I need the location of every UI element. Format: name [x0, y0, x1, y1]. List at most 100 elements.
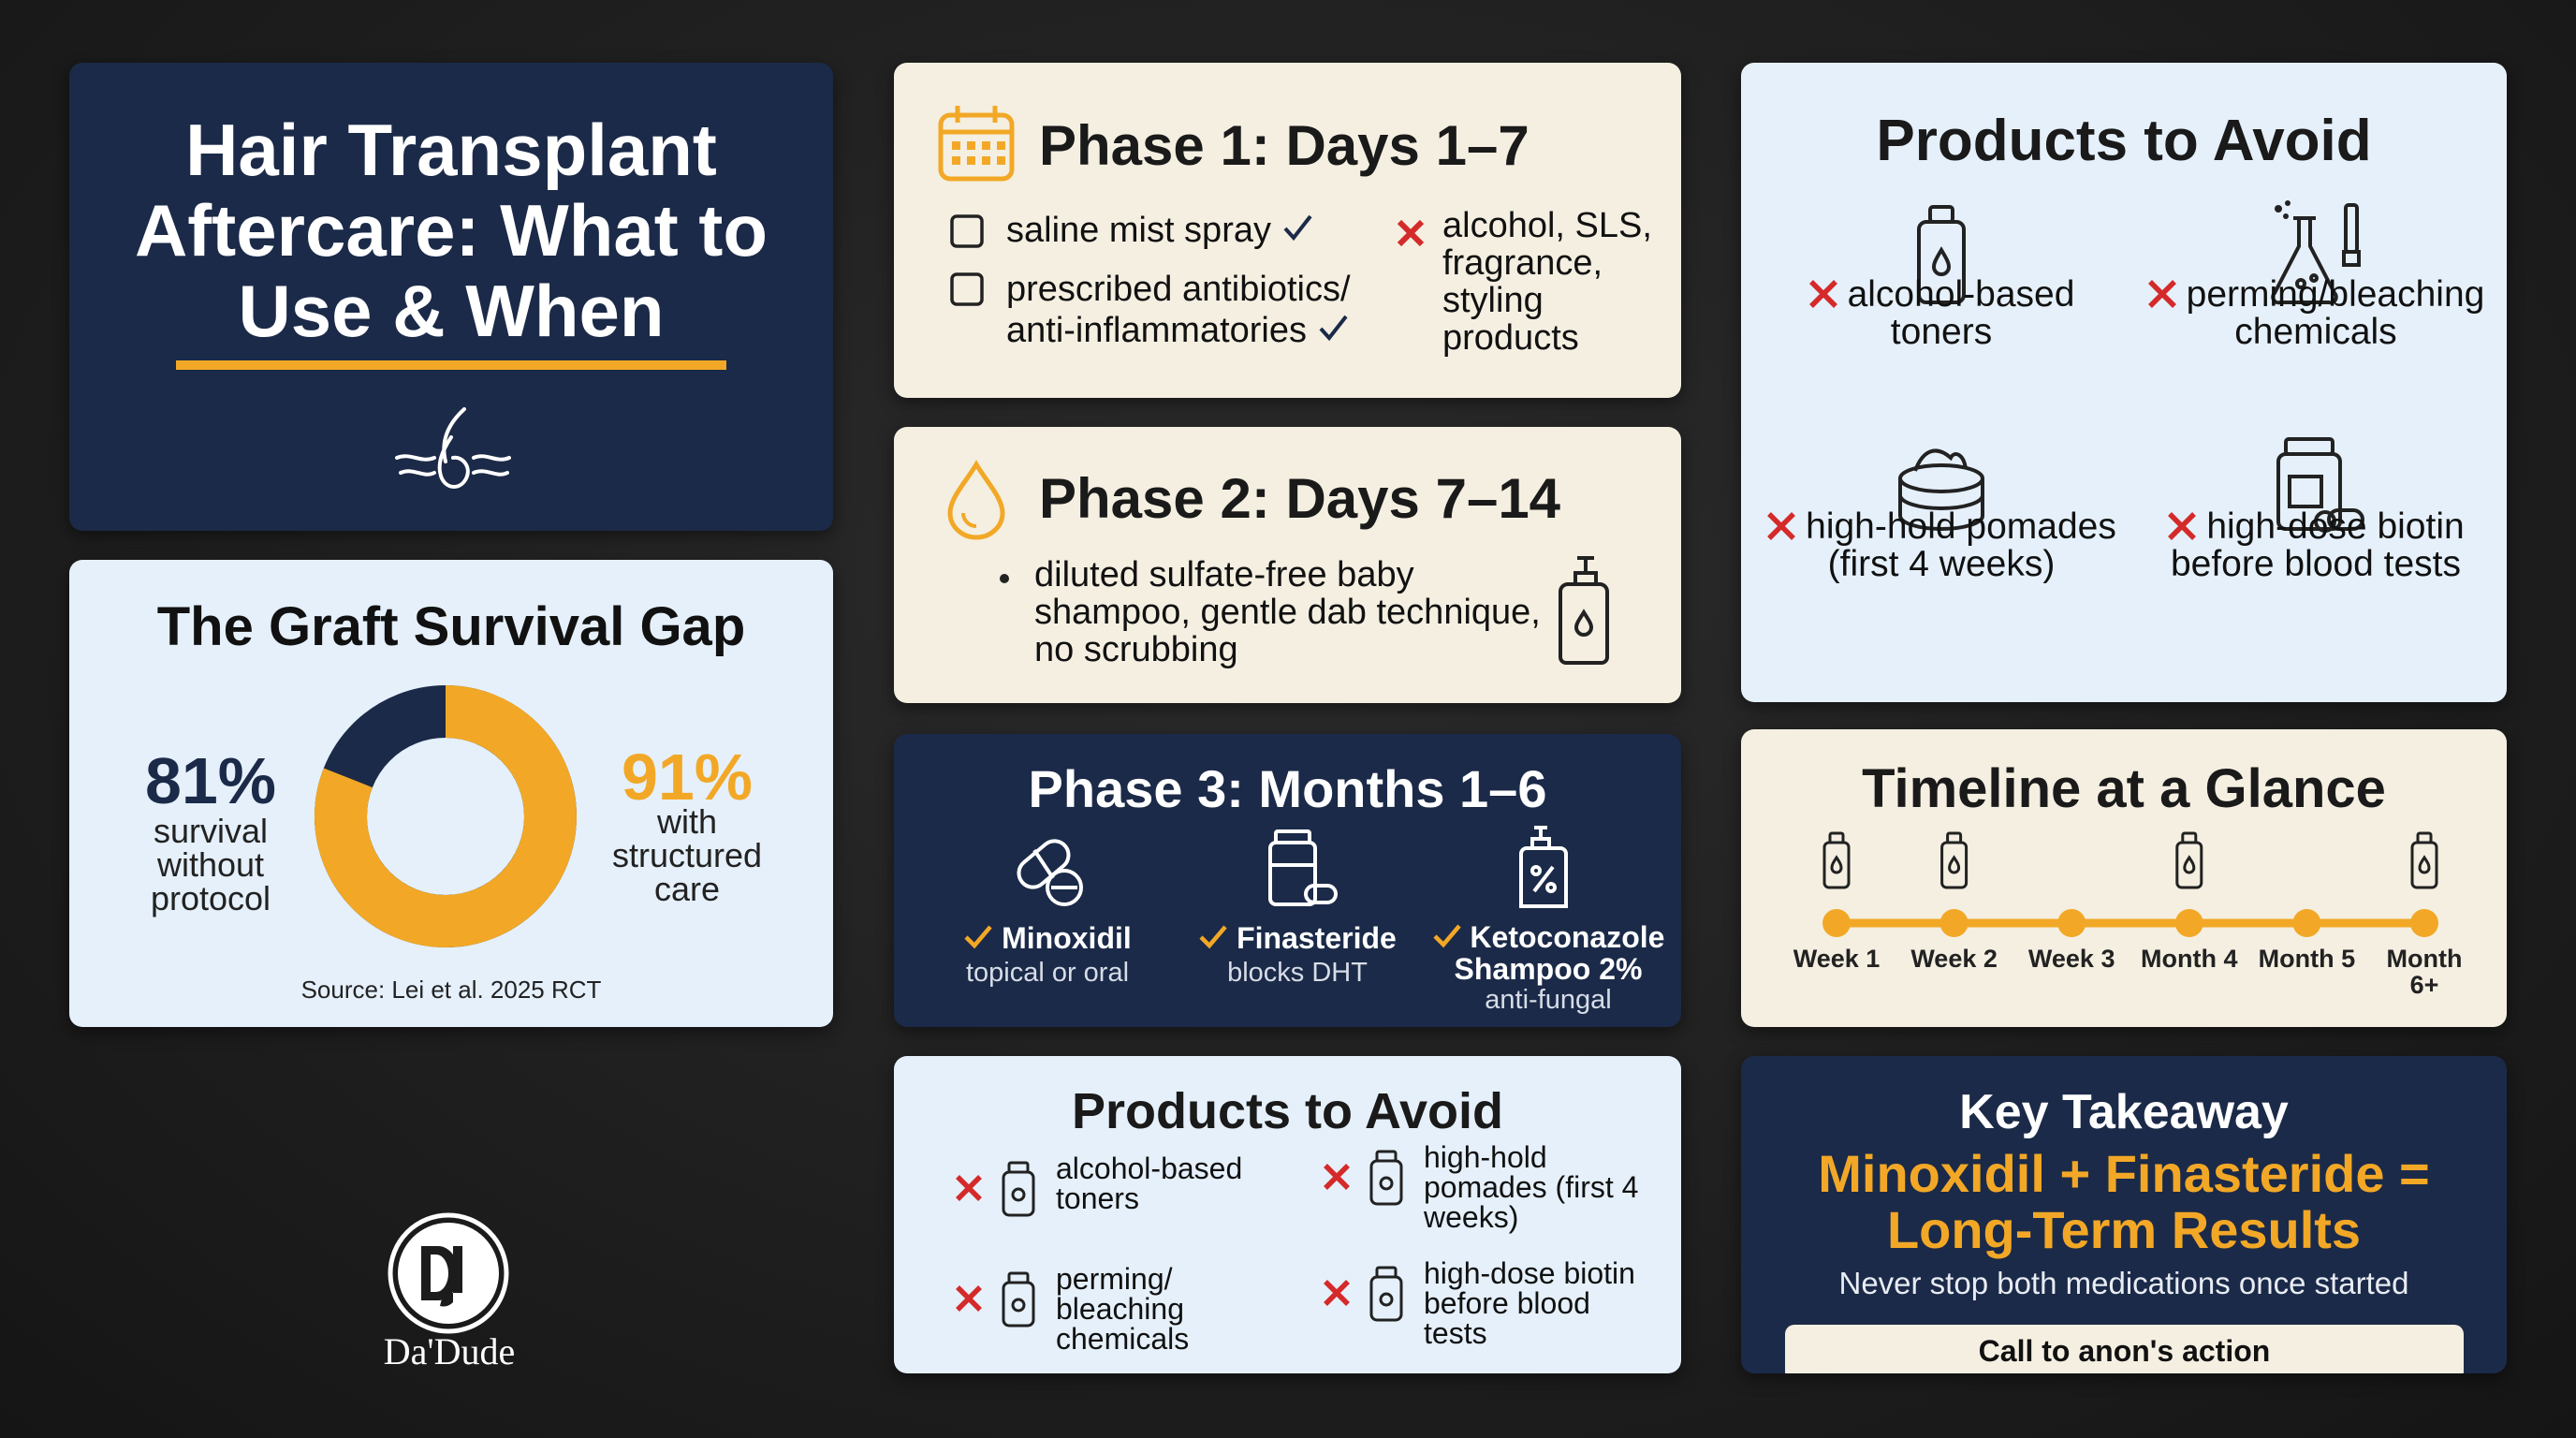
- use-text: prescribed antibiotics/ anti-inflammator…: [1006, 270, 1351, 350]
- avoid-item: perming/ bleaching chemicals: [1056, 1262, 1190, 1356]
- use-item: saline mist spray: [1006, 211, 1313, 250]
- calendar-icon: [938, 106, 1015, 182]
- checkbox: [950, 272, 984, 306]
- avoid-item: perming/bleaching chemicals: [2138, 276, 2494, 351]
- biotin-icon: [2276, 437, 2364, 533]
- use-item: prescribed antibiotics/ anti-inflammator…: [1006, 269, 1399, 351]
- avoid-item: high-dose biotin before blood tests: [2138, 508, 2494, 583]
- phase3-title: Phase 3: Months 1–6: [1028, 759, 1547, 818]
- timeline-label: Week 2: [1910, 945, 1998, 973]
- timeline-label: Week 3: [2027, 945, 2115, 973]
- donut-chart: [315, 685, 577, 947]
- phase2-title: Phase 2: Days 7–14: [1039, 467, 1561, 530]
- avoid-main-title: Products to Avoid: [1876, 109, 2372, 173]
- x-mark: [2168, 512, 2197, 540]
- avoid-text: high-dose biotin before blood tests: [2170, 506, 2465, 584]
- timeline-label: Week 1: [1793, 945, 1881, 973]
- takeaway-title: Key Takeaway: [1959, 1085, 2289, 1139]
- avoid-compact-panel: Products to Avoid alcohol-based toners hi…: [894, 1056, 1681, 1373]
- x-mark: [1767, 512, 1796, 540]
- check-mark: [1199, 925, 1227, 949]
- check-mark: [964, 925, 992, 949]
- x-mark: [1324, 1164, 1350, 1190]
- brand-logo: [388, 1212, 509, 1334]
- bottle-icon: [2410, 831, 2438, 889]
- timeline-dot: [2410, 909, 2438, 937]
- timeline-dot: [2174, 909, 2203, 937]
- phase1-panel: Phase 1: Days 1–7 saline mist spray pres…: [894, 63, 1681, 398]
- avoid-text: perming/bleaching chemicals: [2186, 274, 2485, 352]
- med-item: Ketoconazole Shampoo 2% anti-fungal: [1422, 921, 1675, 1016]
- x-mark: [1808, 280, 1837, 308]
- timeline-dot: [1822, 909, 1851, 937]
- timeline-dot: [1939, 909, 1969, 937]
- hair-icon: [395, 407, 511, 489]
- med-note: blocks DHT: [1227, 958, 1368, 988]
- takeaway-panel: Key Takeaway Minoxidil + Finasteride = L…: [1741, 1056, 2507, 1373]
- avoid-item: alcohol-based toners: [1764, 276, 2119, 351]
- timeline-panel: Timeline at a Glance Week 1 Week 2 Week 3 M…: [1741, 729, 2507, 1027]
- x-mark: [956, 1175, 982, 1201]
- timeline-graphic: [1822, 831, 2438, 937]
- avoid-item: high-hold pomades (first 4 weeks): [1764, 508, 2119, 583]
- without-value: 81%: [144, 744, 277, 817]
- product-icon: [1002, 1271, 1035, 1328]
- x-mark: [2147, 280, 2176, 308]
- brand-name: Da'Dude: [383, 1330, 516, 1372]
- main-title: Hair Transplant Aftercare: What to Use &…: [134, 109, 768, 352]
- x-mark: [1397, 219, 1425, 247]
- product-icon: [1369, 1150, 1403, 1206]
- x-mark: [1324, 1280, 1350, 1306]
- phase2-panel: Phase 2: Days 7–14 diluted sulfate-free …: [894, 427, 1681, 703]
- avoid-text: alcohol-based toners: [1847, 274, 2075, 352]
- avoid-item: alcohol-based toners: [1056, 1152, 1243, 1215]
- avoid-text: alcohol, SLS, fragrance, styling product…: [1442, 206, 1652, 358]
- shampoo-icon: [1519, 826, 1568, 908]
- toner-icon: [1917, 205, 1966, 304]
- timeline-label: Month 4: [2141, 945, 2238, 973]
- pill-icon: [1017, 839, 1083, 906]
- check-mark: [1283, 214, 1312, 242]
- med-name: Finasteride: [1237, 921, 1397, 955]
- graft-panel: The Graft Survival Gap 81% survival with…: [69, 560, 833, 1027]
- product-icon: [1002, 1161, 1035, 1217]
- timeline-label: Month 6+: [2386, 945, 2463, 999]
- avoid-item: high-hold pomades (first 4 weeks): [1424, 1140, 1639, 1234]
- takeaway-note: Never stop both medications once started: [1838, 1266, 2409, 1300]
- phase1-title: Phase 1: Days 1–7: [1039, 114, 1530, 177]
- cta-button[interactable]: Call to anon's action: [1785, 1325, 2464, 1373]
- avoid-item: high-dose biotin before blood tests: [1424, 1256, 1635, 1350]
- med-item: Finasteride blocks DHT: [1176, 921, 1419, 989]
- timeline-label: Month 5: [2258, 945, 2356, 973]
- with-value: 91%: [621, 741, 754, 814]
- med-name: Minoxidil: [1002, 921, 1132, 955]
- med-note: anti-fungal: [1485, 985, 1612, 1015]
- timeline-dot: [2292, 909, 2321, 937]
- bullet: [1000, 574, 1009, 583]
- pomade-icon: [1898, 448, 1984, 531]
- phase3-panel: Phase 3: Months 1–6 Minoxidil topical or…: [894, 734, 1681, 1027]
- source-note: Source: Lei et al. 2025 RCT: [300, 976, 602, 1004]
- timeline-dot: [2057, 909, 2086, 937]
- bottle-icon: [1822, 831, 1851, 889]
- bottle-icon: [2175, 831, 2203, 889]
- med-note: topical or oral: [965, 958, 1130, 988]
- avoid-compact-title: Products to Avoid: [1071, 1083, 1503, 1139]
- chemicals-icon: [2271, 200, 2361, 305]
- title-panel: Hair Transplant Aftercare: What to Use &…: [69, 63, 833, 531]
- x-mark: [956, 1285, 982, 1312]
- check-mark: [1432, 924, 1461, 948]
- avoid-text: high-hold pomades (first 4 weeks): [1806, 506, 2116, 584]
- check-mark: [1319, 315, 1348, 342]
- title-underline: [176, 360, 726, 370]
- bottle-icon: [1940, 831, 1969, 889]
- without-caption: survival without protocol: [150, 812, 271, 917]
- avoid-main-panel: Products to Avoid alcohol-based toners pe…: [1741, 63, 2507, 702]
- drop-icon: [947, 460, 1005, 540]
- med-item: Minoxidil topical or oral: [935, 921, 1160, 989]
- timeline-title: Timeline at a Glance: [1862, 758, 2386, 819]
- graft-title: The Graft Survival Gap: [156, 596, 746, 657]
- pump-bottle-icon: [1559, 556, 1609, 665]
- use-text: saline mist spray: [1006, 211, 1271, 250]
